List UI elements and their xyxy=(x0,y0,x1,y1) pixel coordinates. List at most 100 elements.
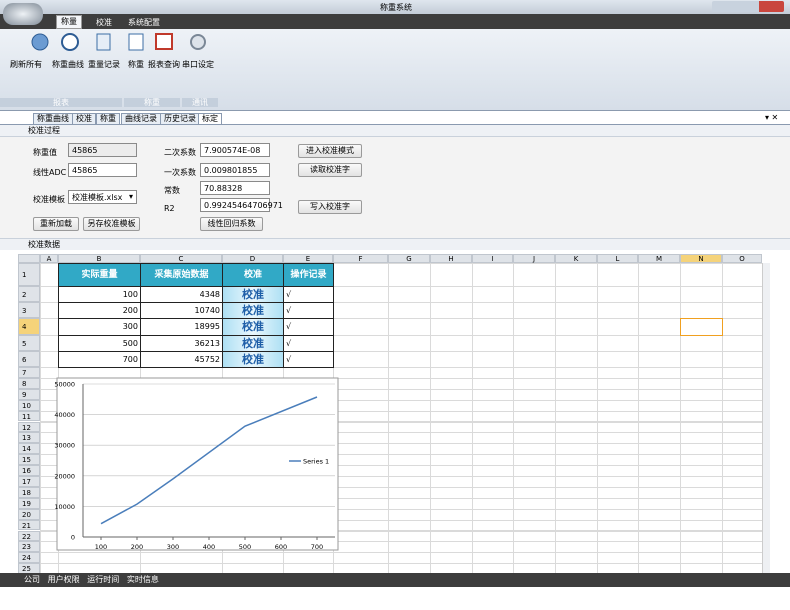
legend-label: Series 1 xyxy=(303,458,329,466)
row-header: 18 xyxy=(18,486,40,498)
status-item: 运行时间 xyxy=(87,575,120,584)
row-header: 19 xyxy=(18,497,40,509)
chart: 0 10000 20000 30000 40000 50000 100 200 300 400 50… xyxy=(54,377,339,551)
ribbon-icons xyxy=(31,33,206,51)
field-value[interactable]: 70.88328 xyxy=(200,181,270,195)
ribbon-group: 通讯 xyxy=(182,98,218,107)
field-label: 二次系数 xyxy=(164,148,196,157)
column-header: M xyxy=(638,254,680,263)
menu-tab[interactable]: 称量 xyxy=(56,15,82,29)
button[interactable]: 另存校准模板 xyxy=(83,217,140,231)
status-bar: 公司 用户权限 运行时间 实时信息 xyxy=(0,573,790,587)
ribbon-button[interactable]: 刷新所有 xyxy=(10,60,42,69)
field-value[interactable]: 0.99245464706971 xyxy=(200,198,283,212)
row-header: 11 xyxy=(18,410,40,422)
ribbon-button[interactable]: 称重 xyxy=(128,60,144,69)
field-label: R2 xyxy=(164,204,175,213)
ribbon-button[interactable]: 重量记录 xyxy=(88,60,120,69)
x-tick-label: 100 xyxy=(95,543,107,551)
tab-strip xyxy=(0,124,790,125)
doc-tab[interactable]: 校准 xyxy=(72,113,96,124)
selected-cell[interactable] xyxy=(680,318,723,336)
corner xyxy=(18,254,40,263)
row-header: 21 xyxy=(18,519,40,531)
spreadsheet[interactable]: A B C D E F G H I J K L M N O 1 2 3 4 5 6 7 8 9 10 11 12 13 14 15 16 17… xyxy=(0,250,790,573)
row-header: 13 xyxy=(18,432,40,444)
row-header: 1 xyxy=(18,263,40,286)
row-header: 16 xyxy=(18,465,40,476)
status-item: 实时信息 xyxy=(126,575,159,584)
window-title: 称重系统 xyxy=(380,3,412,12)
doc-tab[interactable]: 称重曲线 xyxy=(33,113,73,124)
field-value[interactable]: 45865 xyxy=(68,163,137,177)
row-header: 7 xyxy=(18,367,40,378)
combo-arrow[interactable]: ▾ xyxy=(129,192,134,201)
window-controls[interactable] xyxy=(712,1,784,12)
ribbon-group: 报表 xyxy=(0,98,122,107)
field-label: 一次系数 xyxy=(164,168,196,177)
button[interactable]: 写入校准字 xyxy=(298,200,362,214)
row-header: 12 xyxy=(18,421,40,433)
row-header: 25 xyxy=(18,563,40,573)
table-header: 实际重量 xyxy=(58,263,141,287)
icon xyxy=(190,34,206,50)
column-header: A xyxy=(40,254,58,263)
button[interactable]: 读取校准字 xyxy=(298,163,362,177)
column-header: I xyxy=(472,254,513,263)
field-value[interactable]: 7.900574E-08 xyxy=(200,143,270,157)
x-tick-label: 200 xyxy=(131,543,143,551)
app-button[interactable] xyxy=(3,3,43,25)
x-tick-label: 500 xyxy=(239,543,251,551)
ribbon-button[interactable]: 称重曲线 xyxy=(52,60,84,69)
field-value[interactable]: 45865 xyxy=(68,143,137,157)
column-header: D xyxy=(222,254,283,263)
status-item: 公司 xyxy=(24,575,40,584)
y-tick-label: 0 xyxy=(71,534,75,542)
scrollbar[interactable] xyxy=(762,263,770,573)
calibrate-button[interactable]: 校准 xyxy=(222,350,284,368)
column-header: E xyxy=(283,254,333,263)
status-item: 用户权限 xyxy=(47,575,80,584)
x-tick-label: 300 xyxy=(167,543,179,551)
y-tick-label: 40000 xyxy=(54,411,75,419)
field-label: 线性ADC xyxy=(33,168,67,177)
x-tick-label: 400 xyxy=(203,543,215,551)
ribbon-group: 称重 xyxy=(124,98,180,107)
ribbon-button[interactable]: 报表查询 xyxy=(148,60,180,69)
doc-tab[interactable]: 曲线记录 xyxy=(121,113,161,124)
icon xyxy=(128,33,144,51)
row-header: 23 xyxy=(18,541,40,553)
y-tick-label: 10000 xyxy=(54,503,75,511)
series-line xyxy=(100,396,318,525)
menu-tab[interactable]: 校准 xyxy=(96,18,112,27)
calibrate-button[interactable]: 校准 xyxy=(222,318,284,336)
row-header: 15 xyxy=(18,454,40,466)
row-header: 9 xyxy=(18,388,40,400)
row-header: 6 xyxy=(18,350,40,367)
chart-area xyxy=(56,377,339,551)
table-header: 操作记录 xyxy=(283,263,334,287)
column-header: O xyxy=(722,254,762,263)
button[interactable]: 重新加载 xyxy=(33,217,79,231)
doc-tab[interactable]: 历史记录 xyxy=(160,113,200,124)
template-combo[interactable]: 校准模板.xlsx xyxy=(68,190,137,204)
doc-tab[interactable]: 称重 xyxy=(96,113,120,124)
y-tick-label: 50000 xyxy=(54,381,75,389)
row-header: 8 xyxy=(18,377,40,389)
row-header: 22 xyxy=(18,530,40,542)
row-header: 4 xyxy=(18,318,40,335)
ribbon-button[interactable]: 串口设定 xyxy=(182,60,214,69)
column-header: F xyxy=(333,254,388,263)
row-header: 17 xyxy=(18,476,40,487)
tab-close[interactable]: ▾ ✕ xyxy=(765,113,779,122)
button[interactable]: 进入校准模式 xyxy=(298,144,362,158)
row-header: 2 xyxy=(18,286,40,303)
field-label: 称重值 xyxy=(33,148,57,157)
doc-tab[interactable]: 标定 xyxy=(198,113,222,124)
button[interactable]: 线性回归系数 xyxy=(200,217,263,231)
section-title: 校准数据 xyxy=(0,238,790,250)
field-value[interactable]: 0.009801855 xyxy=(200,163,270,177)
menu-tab[interactable]: 系统配置 xyxy=(128,18,160,27)
column-header: J xyxy=(513,254,555,263)
